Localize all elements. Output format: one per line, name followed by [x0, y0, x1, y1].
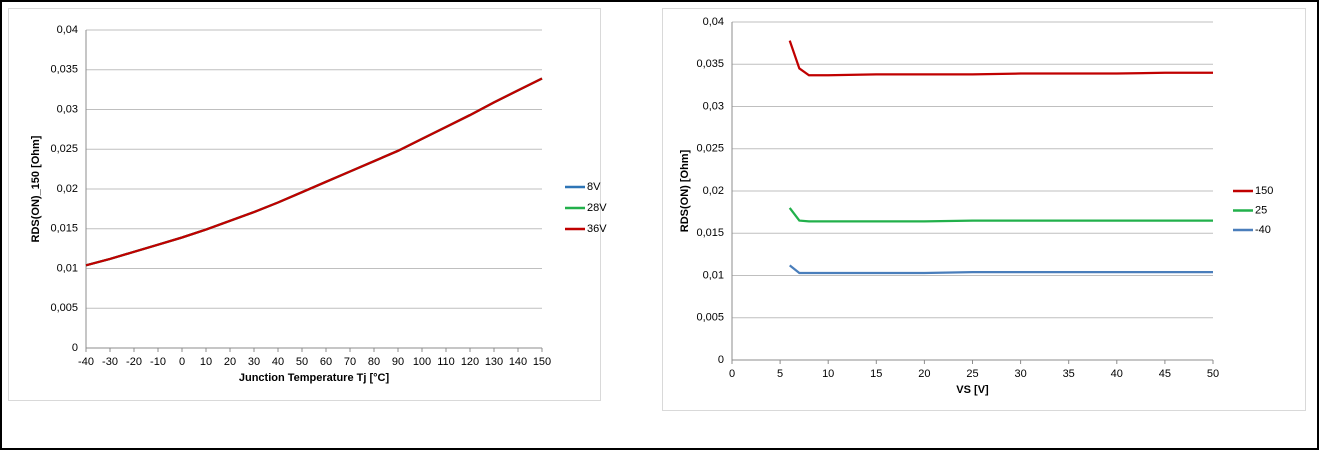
- series-line: [85, 77, 543, 267]
- y-tick-label: 0,03: [703, 100, 724, 112]
- y-tick-label: 0,025: [696, 143, 724, 155]
- y-tick-label: 0: [718, 354, 724, 366]
- y-tick-label: 0,02: [703, 185, 724, 197]
- x-tick-label: 10: [200, 356, 212, 368]
- y-tick-label: 0,015: [696, 227, 724, 239]
- legend-label: 25: [1255, 204, 1267, 216]
- x-tick-label: 5: [777, 368, 783, 380]
- chart-box: [662, 8, 1306, 411]
- y-tick-label: 0,03: [57, 103, 78, 115]
- x-tick-label: 150: [533, 356, 551, 368]
- x-tick-label: 130: [485, 356, 503, 368]
- y-tick-label: 0,035: [696, 58, 724, 70]
- x-tick-label: 15: [870, 368, 882, 380]
- x-tick-label: 20: [224, 356, 236, 368]
- x-tick-label: 140: [509, 356, 527, 368]
- y-tick-label: 0,01: [57, 262, 78, 274]
- x-tick-label: 60: [320, 356, 332, 368]
- y-tick-label: 0,04: [57, 24, 78, 36]
- y-tick-label: 0,04: [703, 16, 724, 28]
- series-line: [789, 264, 1213, 275]
- x-tick-label: 40: [1111, 368, 1123, 380]
- x-tick-label: 30: [248, 356, 260, 368]
- x-tick-label: -30: [102, 356, 118, 368]
- x-tick-label: 0: [729, 368, 735, 380]
- x-tick-label: 25: [966, 368, 978, 380]
- y-tick-label: 0,025: [50, 143, 78, 155]
- x-axis-title: Junction Temperature Tj [°C]: [239, 372, 390, 384]
- x-tick-label: 90: [392, 356, 404, 368]
- x-tick-label: 20: [918, 368, 930, 380]
- x-tick-label: 70: [344, 356, 356, 368]
- legend-label: 8V: [587, 181, 601, 193]
- y-tick-label: 0,035: [50, 64, 78, 76]
- y-tick-label: 0,01: [703, 269, 724, 281]
- x-tick-label: 10: [822, 368, 834, 380]
- series-line: [788, 40, 1213, 77]
- x-tick-label: -10: [150, 356, 166, 368]
- x-tick-label: 100: [413, 356, 431, 368]
- x-tick-label: 110: [437, 356, 455, 368]
- y-axis-title: RDS(ON)_150 [Ohm]: [30, 135, 42, 242]
- x-tick-label: -40: [78, 356, 94, 368]
- x-tick-label: 120: [461, 356, 479, 368]
- y-tick-label: 0,02: [57, 183, 78, 195]
- chart-box: [8, 8, 601, 401]
- x-tick-label: 50: [296, 356, 308, 368]
- x-tick-label: 35: [1063, 368, 1075, 380]
- legend-label: 36V: [587, 223, 607, 235]
- y-tick-label: 0: [72, 342, 78, 354]
- y-axis-title: RDS(ON) [Ohm]: [679, 149, 691, 232]
- x-tick-label: 80: [368, 356, 380, 368]
- series-line: [788, 207, 1213, 223]
- x-tick-label: 40: [272, 356, 284, 368]
- y-tick-label: 0,005: [50, 302, 78, 314]
- x-axis-title: VS [V]: [956, 384, 989, 396]
- y-tick-label: 0,015: [50, 223, 78, 235]
- legend-label: -40: [1255, 224, 1271, 236]
- x-tick-label: 45: [1159, 368, 1171, 380]
- legend-label: 150: [1255, 185, 1273, 197]
- x-tick-label: 30: [1014, 368, 1026, 380]
- y-tick-label: 0,005: [696, 312, 724, 324]
- x-tick-label: 0: [179, 356, 185, 368]
- legend-label: 28V: [587, 202, 607, 214]
- x-tick-label: -20: [126, 356, 142, 368]
- x-tick-label: 50: [1207, 368, 1219, 380]
